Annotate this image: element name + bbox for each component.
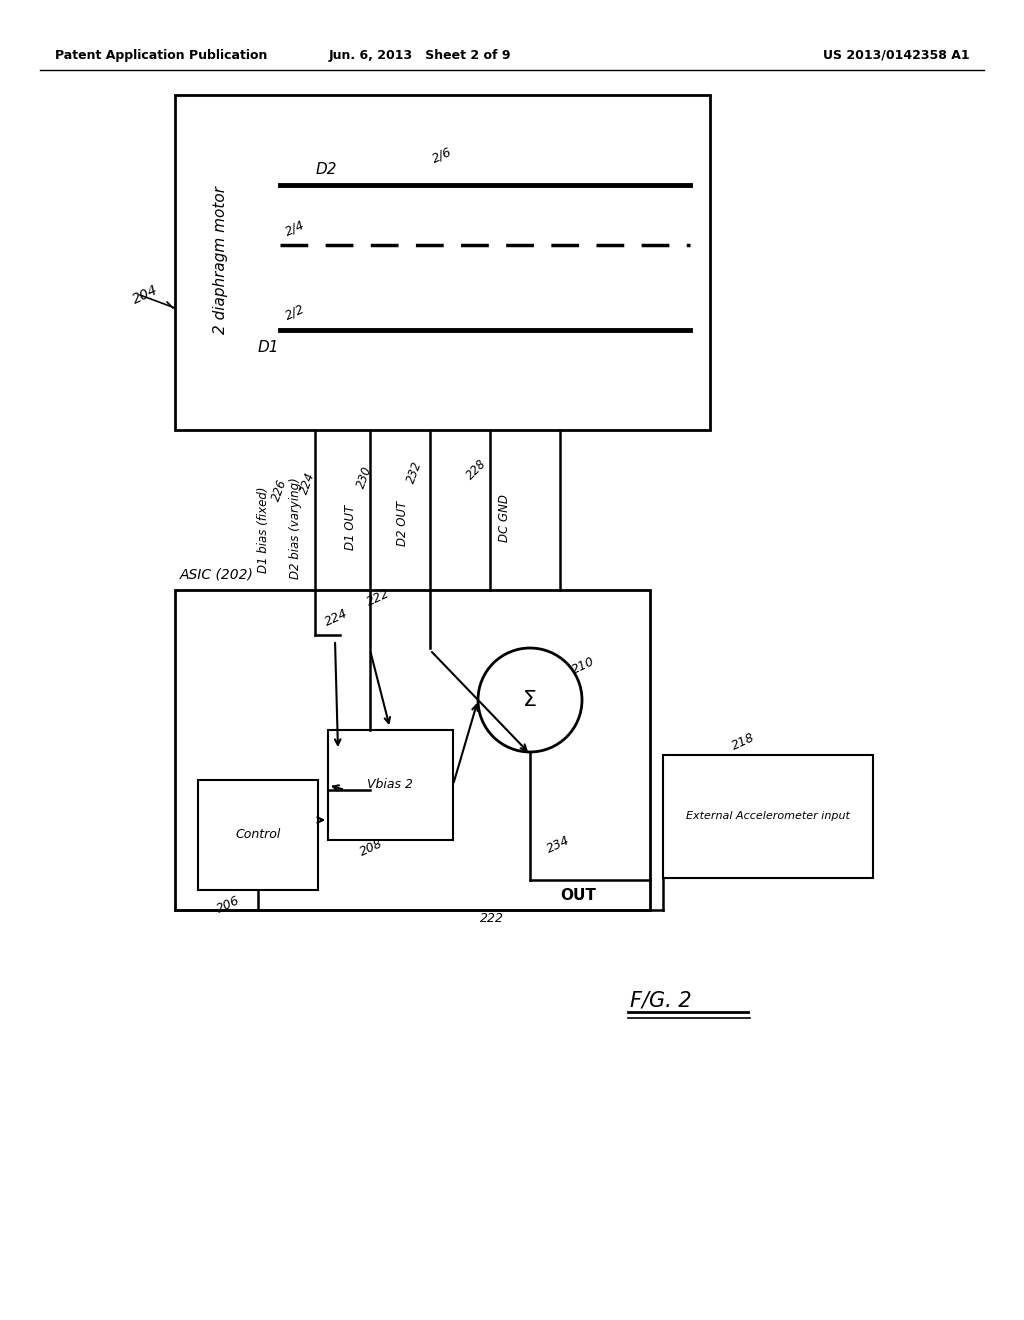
Text: 204: 204 — [130, 282, 160, 308]
Text: Vbias 2: Vbias 2 — [367, 779, 413, 792]
Text: 2/4: 2/4 — [283, 218, 307, 238]
Text: 222: 222 — [480, 912, 504, 924]
Text: Jun. 6, 2013   Sheet 2 of 9: Jun. 6, 2013 Sheet 2 of 9 — [329, 49, 511, 62]
Text: External Accelerometer input: External Accelerometer input — [686, 810, 850, 821]
Text: 224: 224 — [298, 470, 318, 496]
Text: 226: 226 — [270, 478, 290, 503]
Bar — [328, 730, 453, 840]
Text: 2/6: 2/6 — [430, 145, 454, 165]
Text: US 2013/0142358 A1: US 2013/0142358 A1 — [823, 49, 970, 62]
Text: 232: 232 — [406, 459, 425, 484]
Text: 2/2: 2/2 — [283, 302, 307, 322]
Bar — [198, 780, 318, 890]
Text: D1: D1 — [258, 341, 280, 355]
Bar — [175, 590, 650, 909]
Text: Control: Control — [236, 829, 281, 842]
Text: 210: 210 — [570, 655, 597, 677]
Text: OUT: OUT — [560, 887, 596, 903]
Text: D1 bias (fixed): D1 bias (fixed) — [257, 487, 270, 573]
Text: 208: 208 — [358, 837, 385, 859]
Text: D2 bias (varying): D2 bias (varying) — [289, 477, 301, 579]
Text: F/G. 2: F/G. 2 — [630, 990, 691, 1010]
Text: 218: 218 — [730, 731, 757, 752]
Bar — [175, 95, 710, 430]
Text: Patent Application Publication: Patent Application Publication — [55, 49, 267, 62]
Text: Σ: Σ — [523, 690, 537, 710]
Text: D2 OUT: D2 OUT — [396, 500, 410, 545]
Text: 234: 234 — [545, 834, 572, 855]
Text: 228: 228 — [464, 458, 488, 483]
Text: 2 diaphragm motor: 2 diaphragm motor — [213, 186, 227, 334]
Text: DC GND: DC GND — [499, 494, 512, 543]
Text: ASIC (202): ASIC (202) — [180, 568, 254, 582]
Text: 206: 206 — [215, 894, 243, 916]
Text: 222: 222 — [365, 587, 392, 609]
Text: D2: D2 — [316, 162, 338, 177]
Text: 224: 224 — [323, 607, 350, 628]
Text: D1 OUT: D1 OUT — [343, 504, 356, 549]
Text: 230: 230 — [355, 465, 375, 490]
Bar — [663, 755, 873, 878]
